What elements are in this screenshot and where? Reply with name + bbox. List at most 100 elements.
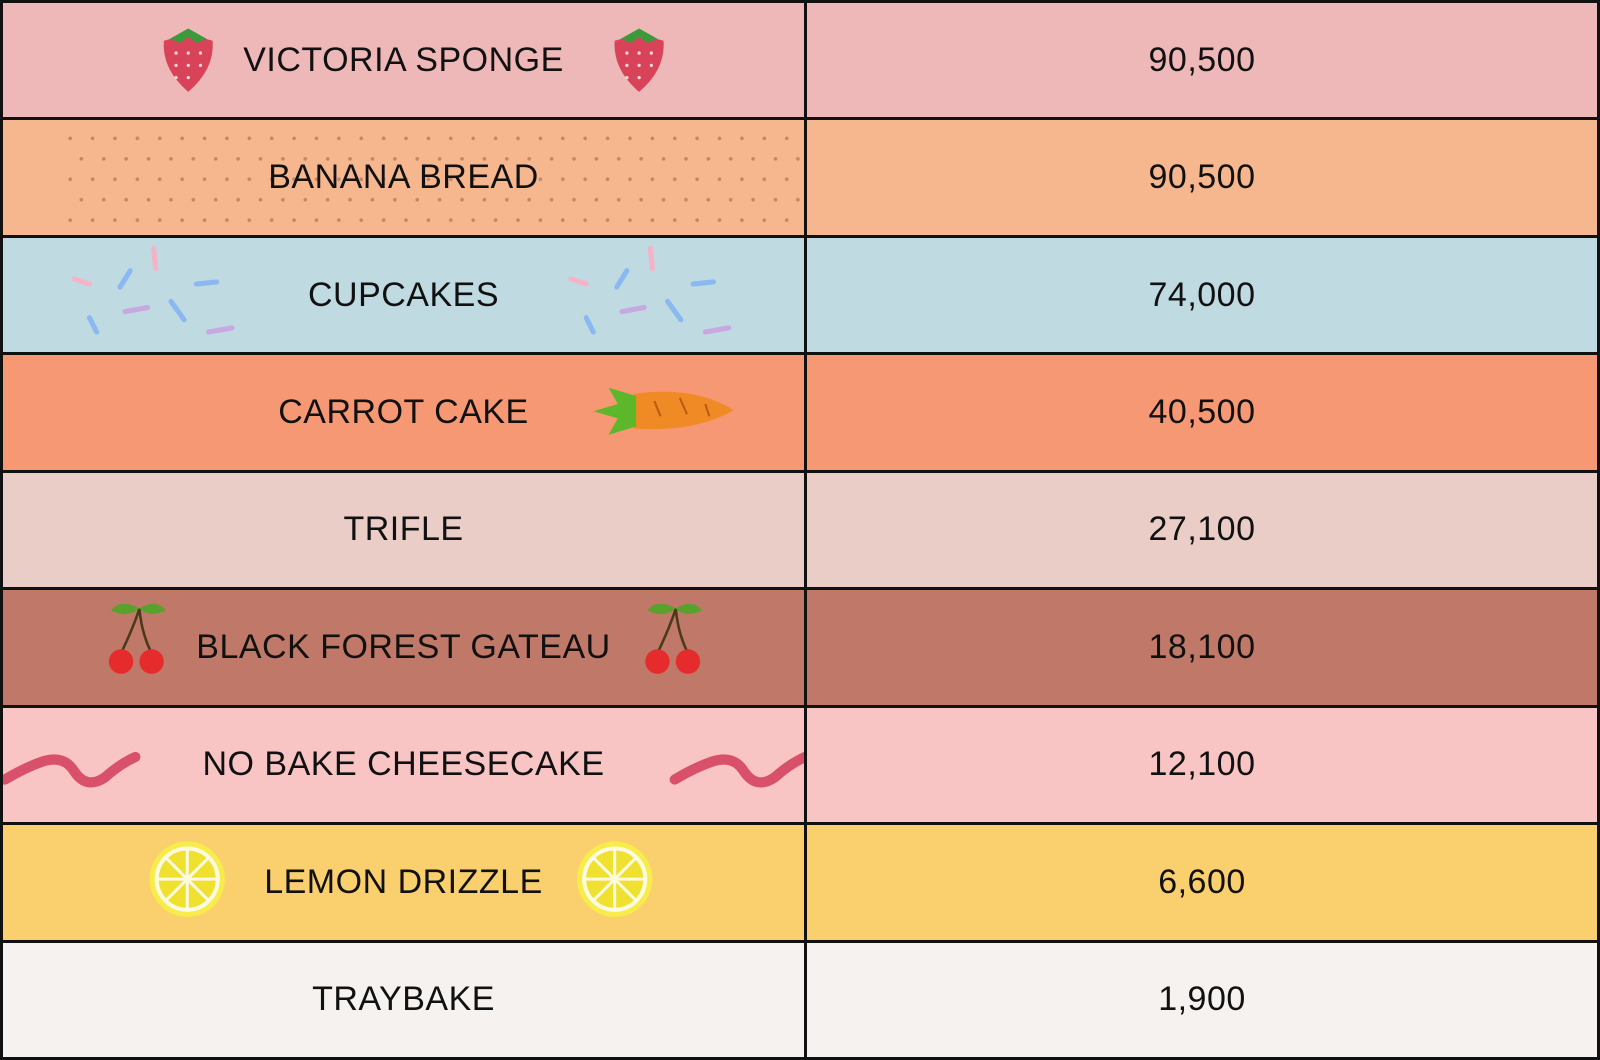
- cake-name-cell: CARROT CAKE: [3, 355, 804, 470]
- dot: [628, 177, 632, 182]
- dot: [124, 157, 128, 162]
- dot: [101, 157, 106, 162]
- wave: [669, 751, 804, 788]
- search-volume: 18,100: [1148, 627, 1256, 666]
- dot: [762, 177, 767, 182]
- dot: [225, 136, 229, 141]
- dot: [202, 177, 207, 182]
- dot: [157, 177, 162, 182]
- dot: [169, 198, 173, 202]
- dot: [180, 218, 184, 223]
- dot: [572, 157, 576, 162]
- dot: [269, 136, 274, 141]
- dot: [79, 198, 84, 202]
- dot: [236, 157, 240, 162]
- dot: [672, 218, 677, 223]
- cake-name: BANANA BREAD: [268, 158, 539, 197]
- sprinkle: [690, 279, 716, 287]
- dot: [504, 198, 509, 202]
- lemon-segment: [164, 856, 189, 881]
- dot: [616, 157, 621, 162]
- lemon-segment: [186, 878, 210, 903]
- lemon-segment: [592, 878, 616, 903]
- dot: [135, 177, 140, 182]
- dot: [247, 136, 252, 141]
- sprinkle: [71, 276, 93, 287]
- dot: [404, 177, 408, 182]
- dot: [314, 136, 319, 141]
- dot: [325, 157, 330, 162]
- dot: [359, 218, 364, 223]
- dot: [460, 157, 464, 162]
- dot: [258, 198, 263, 202]
- dot: [381, 136, 386, 141]
- dot: [583, 177, 588, 182]
- dot: [583, 218, 588, 223]
- seed: [174, 63, 178, 67]
- seed: [625, 51, 629, 55]
- dot: [359, 177, 364, 182]
- search-volume: 40,500: [1148, 393, 1256, 432]
- dot: [471, 136, 476, 141]
- decoration: [163, 28, 664, 92]
- dot: [281, 157, 285, 162]
- cherry: [108, 649, 134, 675]
- value-cell: 90,500: [807, 3, 1597, 118]
- cake-name: NO BAKE CHEESECAKE: [202, 745, 605, 784]
- dot: [124, 198, 128, 202]
- dot: [292, 177, 296, 182]
- sprinkle: [614, 268, 630, 290]
- lemon-segment: [186, 856, 210, 881]
- cake-name: TRIFLE: [343, 510, 464, 549]
- dot: [740, 177, 744, 182]
- dot: [650, 218, 655, 223]
- sprinkle: [86, 315, 100, 335]
- dot: [784, 136, 789, 141]
- dot: [303, 198, 308, 202]
- dot: [213, 157, 218, 162]
- value-cell: 74,000: [807, 237, 1597, 353]
- dot: [292, 136, 296, 141]
- sprinkle: [122, 304, 151, 315]
- decoration: [108, 603, 703, 675]
- dot: [460, 198, 464, 202]
- dot: [236, 198, 240, 202]
- dot: [516, 136, 520, 141]
- seed: [186, 51, 190, 55]
- dot: [706, 157, 711, 162]
- seed: [649, 63, 653, 67]
- dot: [303, 157, 308, 162]
- decoration: [149, 841, 653, 918]
- dot: [482, 198, 487, 202]
- dot: [549, 198, 554, 202]
- value-cell: 6,600: [807, 825, 1597, 940]
- seed: [174, 75, 178, 80]
- dot: [79, 157, 84, 162]
- dot: [415, 157, 420, 162]
- carrot-line: [653, 400, 662, 418]
- dot: [493, 136, 498, 141]
- decoration: [71, 245, 732, 335]
- search-volume: 90,500: [1148, 158, 1256, 197]
- dot: [180, 177, 184, 182]
- dot: [695, 218, 699, 223]
- dot: [560, 136, 565, 141]
- cherry: [139, 649, 164, 675]
- cake-name: BLACK FOREST GATEAU: [196, 627, 611, 666]
- dot: [448, 177, 453, 182]
- dot: [393, 198, 397, 202]
- dot: [370, 157, 375, 162]
- dot: [650, 177, 655, 182]
- dot: [572, 198, 576, 202]
- dot: [325, 198, 330, 202]
- dot: [583, 136, 588, 141]
- carrot-line: [704, 404, 711, 417]
- dot: [157, 136, 162, 141]
- dot: [247, 177, 252, 182]
- search-volume: 27,100: [1148, 510, 1256, 549]
- dot: [482, 157, 487, 162]
- dot: [113, 177, 117, 182]
- dot: [538, 177, 543, 182]
- dot: [135, 136, 140, 141]
- dot: [661, 157, 666, 162]
